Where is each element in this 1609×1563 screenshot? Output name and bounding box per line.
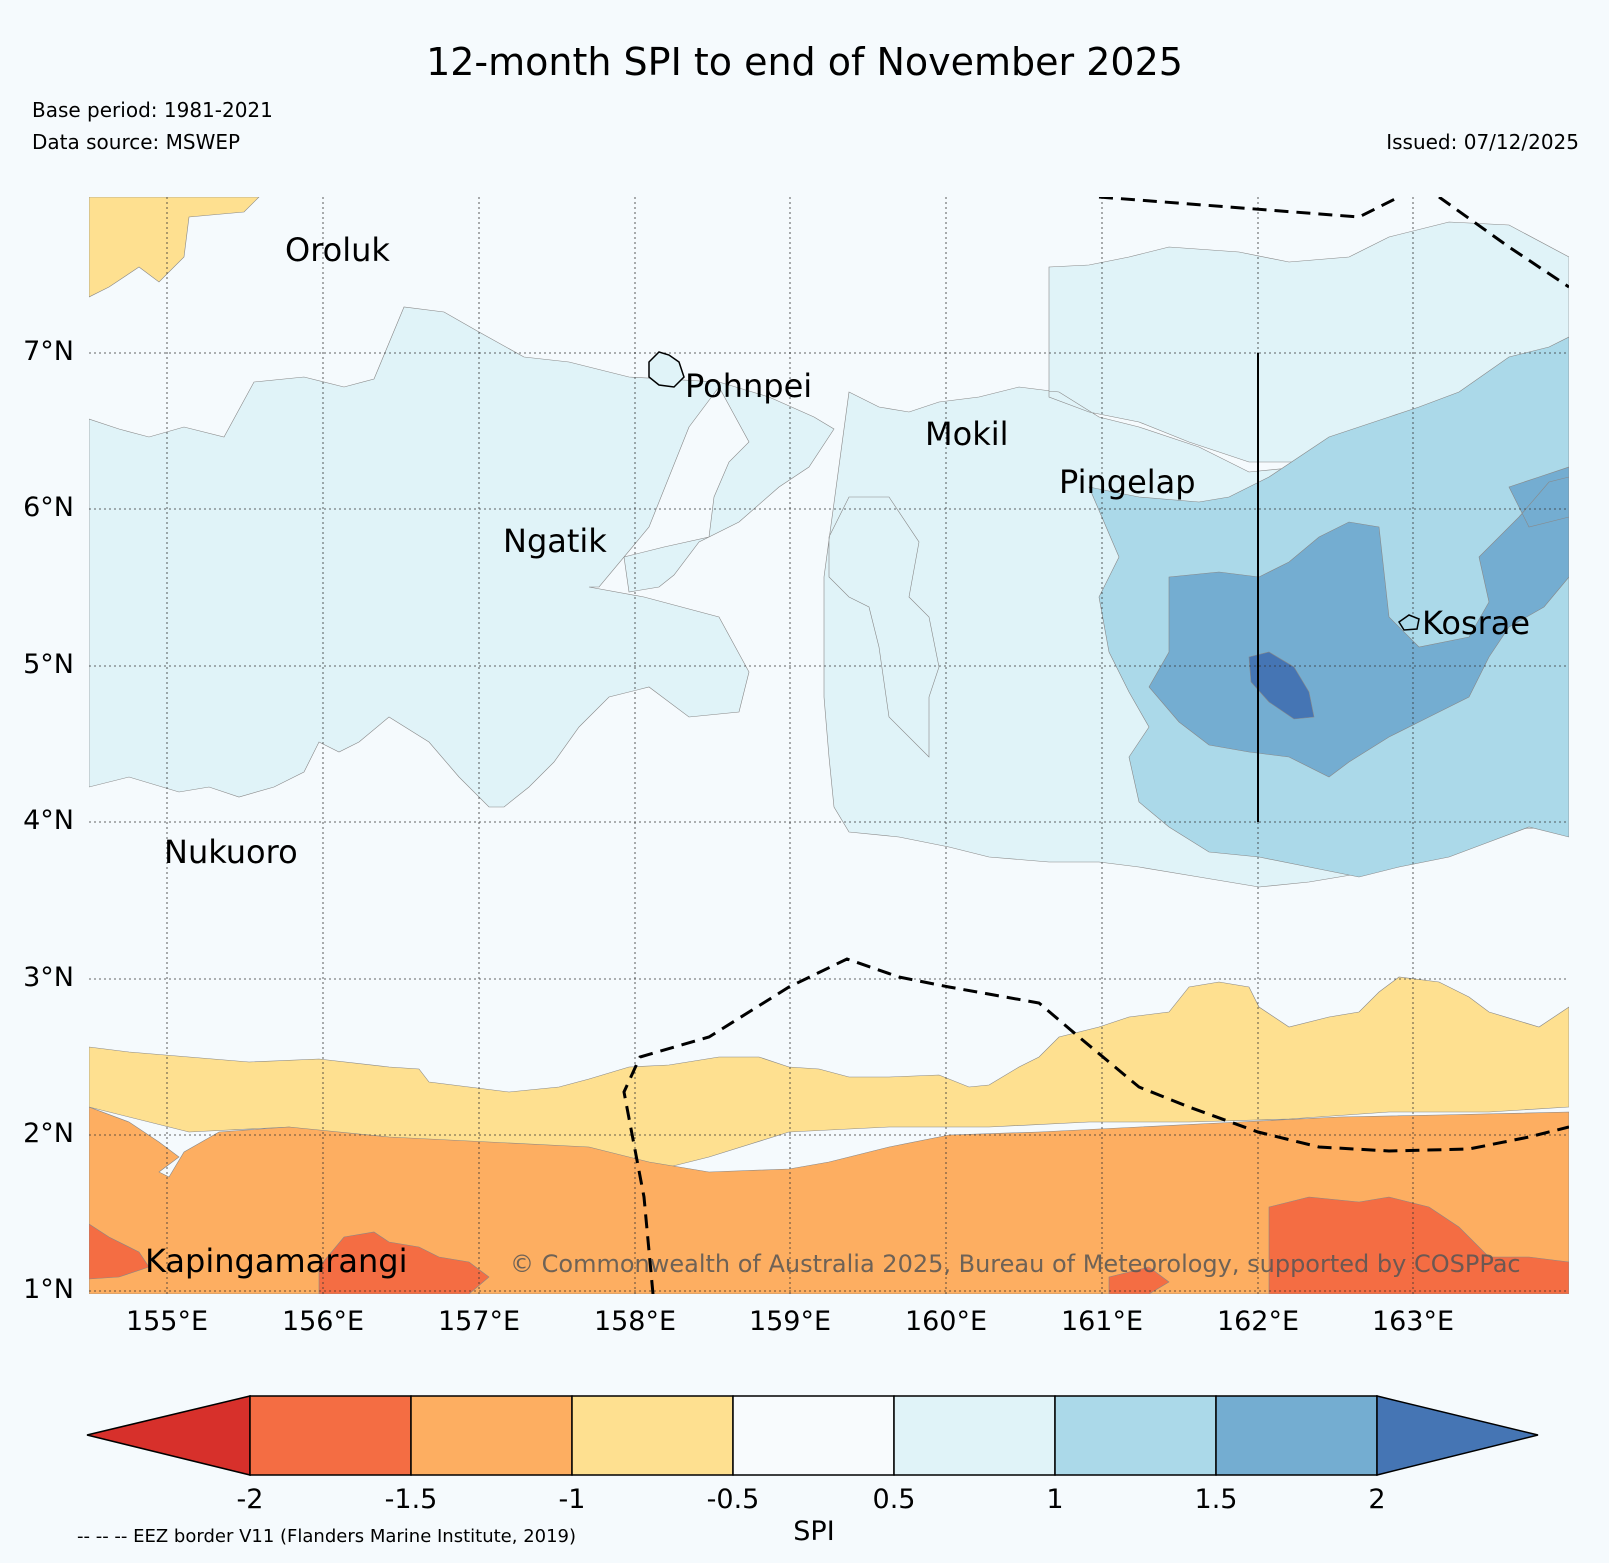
data-source: Data source: MSWEP — [32, 130, 241, 154]
spi-map: Oroluk Pohnpei Mokil Pingelap Ngatik Kos… — [89, 197, 1569, 1294]
spi-zone-dark-blue — [1148, 466, 1569, 778]
graticule — [89, 197, 1569, 1294]
colorbar-segment-neg2-neg15 — [249, 1395, 412, 1476]
colorbar-tick: -1 — [558, 1484, 586, 1515]
lat-label-1n: 1°N — [23, 1274, 74, 1305]
colorbar-segment-neg05-05 — [732, 1395, 895, 1476]
lat-label-4n: 4°N — [23, 805, 74, 836]
eez-legend-note: -- -- -- EEZ border V11 (Flanders Marine… — [77, 1526, 577, 1547]
place-kapingamarangi: Kapingamarangi — [145, 1242, 407, 1280]
colorbar-segment-neg15-neg1 — [410, 1395, 573, 1476]
issued-date: Issued: 07/12/2025 — [1386, 130, 1579, 154]
lon-label-163e: 163°E — [1371, 1306, 1455, 1337]
place-kosrae: Kosrae — [1422, 604, 1530, 642]
colorbar-segment-above-2 — [1376, 1395, 1539, 1476]
colorbar-tick: 1.5 — [1194, 1484, 1238, 1515]
eez-border — [622, 197, 1569, 1294]
place-pohnpei: Pohnpei — [685, 367, 812, 405]
place-mokil: Mokil — [925, 415, 1009, 453]
spi-zone-light-yellow — [89, 197, 1569, 1173]
colorbar-tick: -2 — [236, 1484, 264, 1515]
copyright-watermark: © Commonwealth of Australia 2025, Bureau… — [510, 1250, 1521, 1278]
spi-zone-dark-orange — [89, 1196, 1569, 1294]
lon-label-157e: 157°E — [437, 1306, 521, 1337]
colorbar-segment-05-1 — [893, 1395, 1056, 1476]
lon-label-161e: 161°E — [1060, 1306, 1144, 1337]
place-ngatik: Ngatik — [503, 522, 607, 560]
lon-label-162e: 162°E — [1216, 1306, 1300, 1337]
kosrae-island — [1397, 614, 1420, 631]
colorbar-tick: -0.5 — [706, 1484, 760, 1515]
pohnpei-island — [648, 351, 685, 388]
place-nukuoro: Nukuoro — [164, 833, 298, 871]
lon-label-160e: 160°E — [904, 1306, 988, 1337]
colorbar-segment-below-neg2 — [86, 1395, 251, 1476]
colorbar-tick: -1.5 — [384, 1484, 438, 1515]
lat-label-3n: 3°N — [23, 962, 74, 993]
spi-colorbar — [86, 1395, 1539, 1476]
lon-label-158e: 158°E — [593, 1306, 677, 1337]
lon-label-159e: 159°E — [748, 1306, 832, 1337]
lon-label-155e: 155°E — [125, 1306, 209, 1337]
colorbar-segment-neg1-neg05 — [571, 1395, 734, 1476]
place-oroluk: Oroluk — [285, 231, 390, 269]
colorbar-label: SPI — [793, 1516, 835, 1547]
lat-label-2n: 2°N — [23, 1118, 74, 1149]
base-period: Base period: 1981-2021 — [32, 98, 273, 122]
colorbar-tick: 0.5 — [872, 1484, 916, 1515]
lon-label-156e: 156°E — [281, 1306, 365, 1337]
colorbar-segment-1-15 — [1054, 1395, 1217, 1476]
colorbar-tick: 1 — [1046, 1484, 1064, 1515]
colorbar-segment-15-2 — [1215, 1395, 1378, 1476]
lat-label-7n: 7°N — [23, 336, 74, 367]
spi-zone-orange — [89, 1106, 1569, 1294]
lat-label-5n: 5°N — [23, 649, 74, 680]
place-pingelap: Pingelap — [1059, 463, 1196, 501]
colorbar-tick: 2 — [1368, 1484, 1386, 1515]
lat-label-6n: 6°N — [23, 492, 74, 523]
map-title: 12-month SPI to end of November 2025 — [426, 40, 1183, 84]
